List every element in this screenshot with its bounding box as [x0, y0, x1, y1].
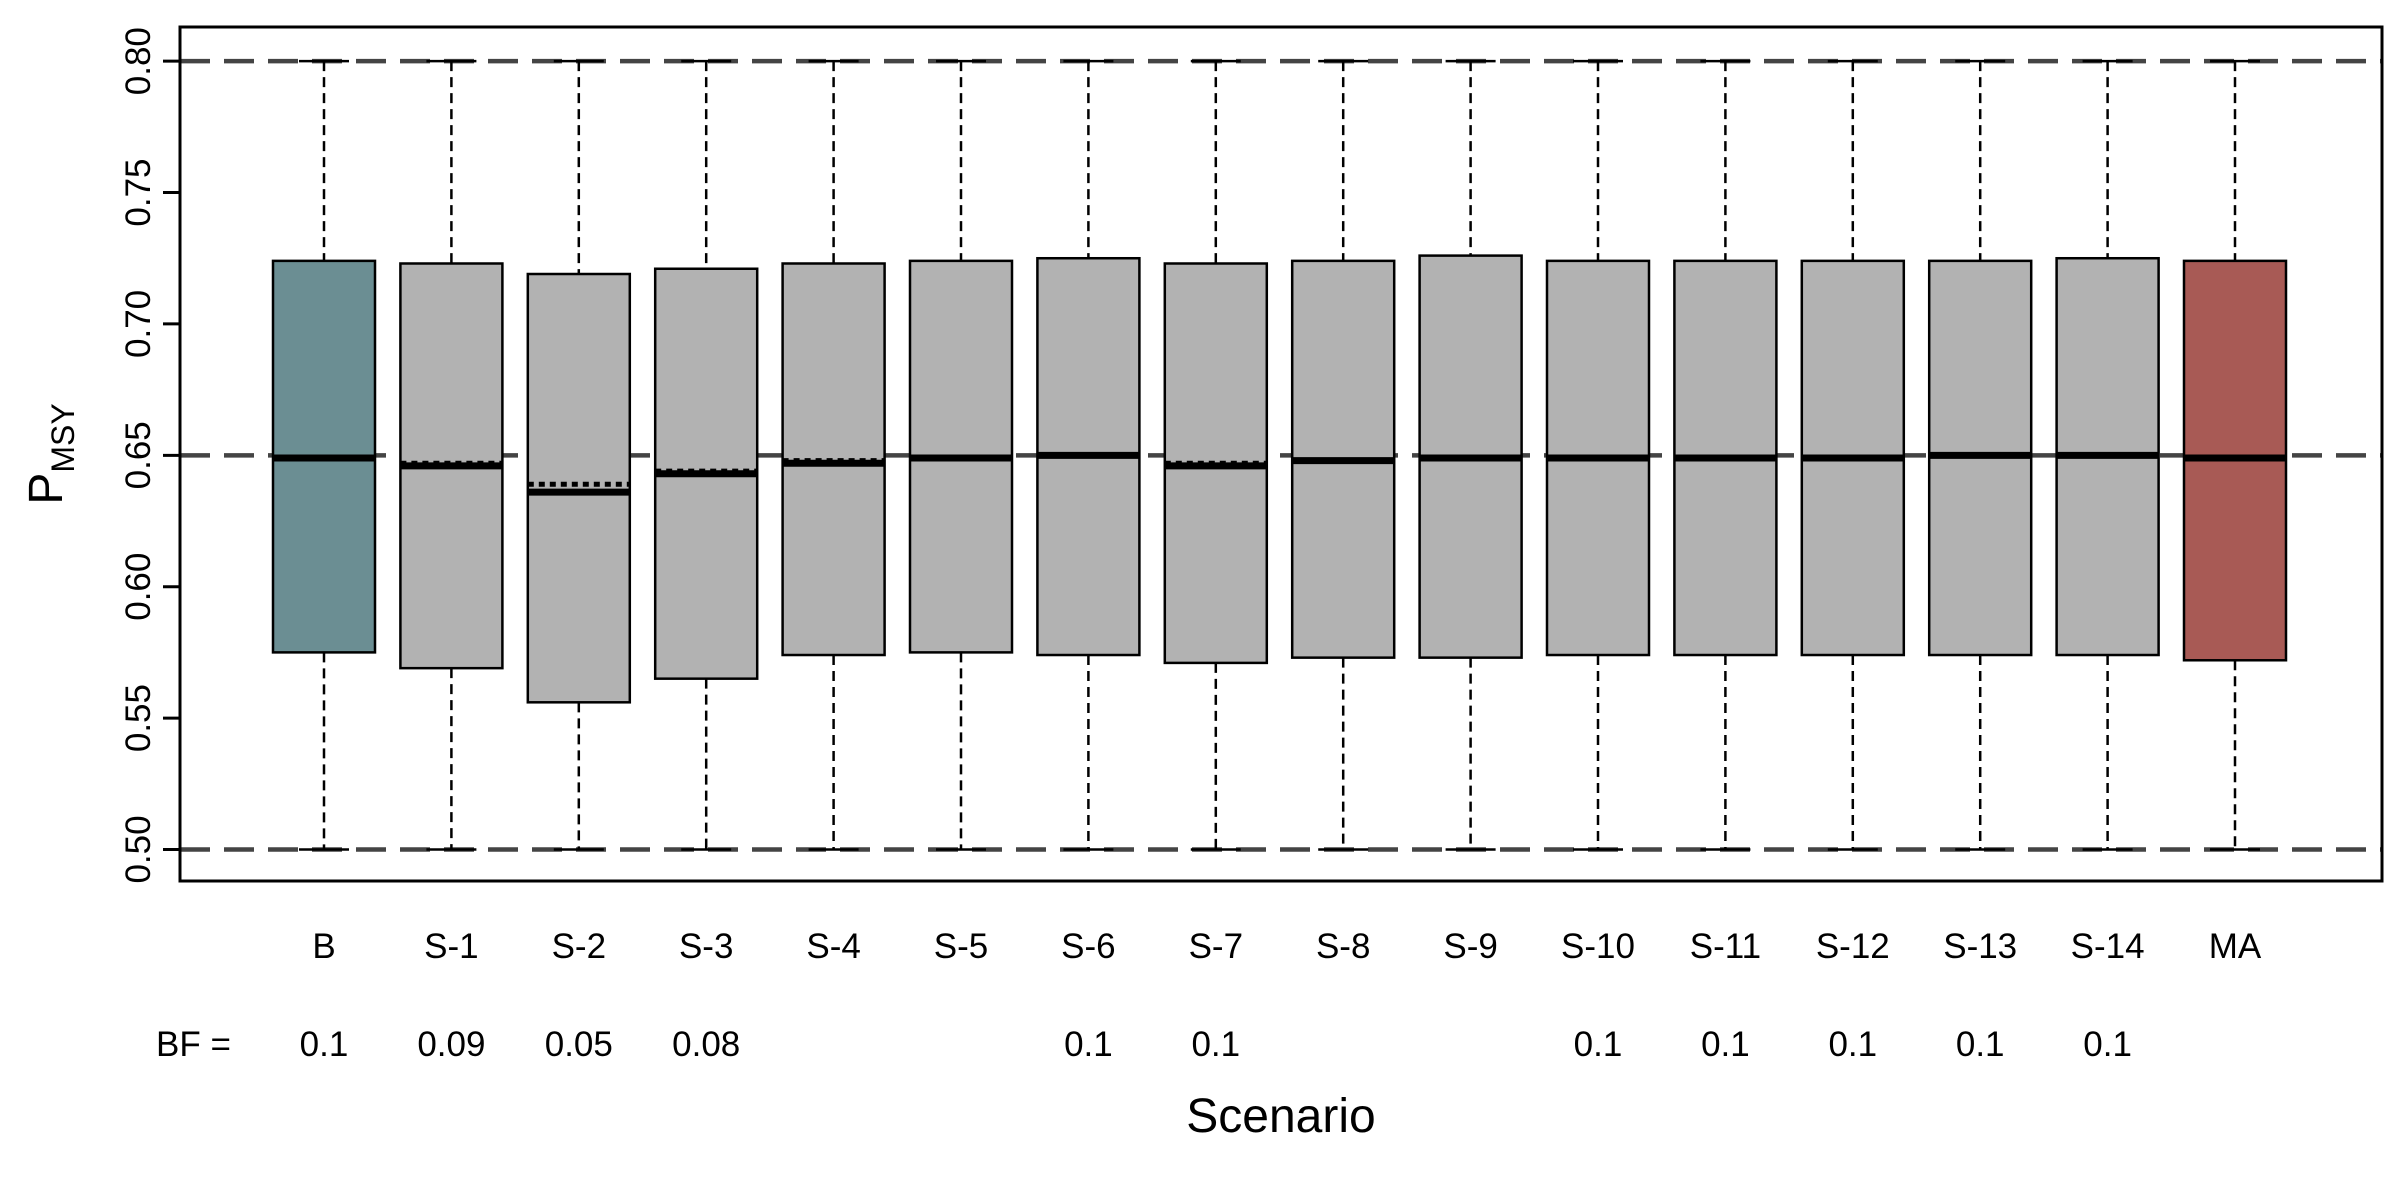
- bf-value: 0.05: [545, 1025, 613, 1064]
- box-group: [2182, 59, 2288, 851]
- y-axis-title-subscript: MSY: [45, 403, 81, 472]
- box-group: [526, 59, 632, 851]
- y-axis-title-main: P: [20, 473, 73, 505]
- x-tick-label: S-9: [1443, 927, 1497, 966]
- y-tick-label: 0.60: [119, 553, 158, 621]
- bf-value: 0.1: [1828, 1025, 1877, 1064]
- box-group: [1418, 59, 1523, 851]
- x-tick-label: B: [312, 927, 335, 966]
- box-group: [653, 59, 759, 851]
- y-tick-label: 0.75: [119, 158, 158, 226]
- x-tick-label: MA: [2209, 927, 2262, 966]
- box-group: [1927, 59, 2033, 851]
- plot-frame: [178, 25, 2384, 883]
- box-body: [526, 272, 632, 704]
- x-tick-label: S-8: [1316, 927, 1370, 966]
- box-group: [1800, 59, 1906, 851]
- x-tick-label: S-4: [806, 927, 860, 966]
- box-group: [399, 59, 504, 851]
- x-tick-label: S-12: [1816, 927, 1890, 966]
- box-group: [1290, 59, 1396, 851]
- box-group: [1545, 59, 1651, 851]
- bf-value: 0.1: [1574, 1025, 1623, 1064]
- y-tick-label: 0.50: [119, 815, 158, 883]
- bf-value: 0.09: [417, 1025, 485, 1064]
- box-group: [908, 59, 1014, 851]
- bf-value: 0.1: [2083, 1025, 2132, 1064]
- y-axis: 0.50 0.55 0.60 0.65 0.70 0.75 0.80: [119, 27, 180, 884]
- x-tick-label: S-13: [1943, 927, 2017, 966]
- bf-prefix: BF =: [156, 1025, 231, 1064]
- y-tick-label: 0.80: [119, 27, 158, 95]
- box-group: [2055, 59, 2160, 851]
- bf-value: 0.1: [1064, 1025, 1113, 1064]
- bf-value: 0.1: [1191, 1025, 1240, 1064]
- bf-value: 0.08: [672, 1025, 740, 1064]
- x-tick-label: S-7: [1189, 927, 1243, 966]
- y-tick-label: 0.65: [119, 421, 158, 489]
- x-tick-label: S-3: [679, 927, 733, 966]
- x-tick-label: S-6: [1061, 927, 1115, 966]
- y-tick-label: 0.70: [119, 290, 158, 358]
- box-group: [271, 59, 377, 851]
- box-group: [1673, 59, 1778, 851]
- x-tick-label: S-11: [1690, 927, 1761, 966]
- boxes-layer: [271, 59, 2288, 851]
- x-tick-label: S-14: [2071, 927, 2145, 966]
- bf-value: 0.1: [1701, 1025, 1750, 1064]
- box-group: [1163, 59, 1269, 851]
- bf-row: BF = 0.1 0.09 0.05 0.08 0.1 0.1 0.1 0.1 0.1 0.1 0.1: [156, 1025, 2132, 1064]
- x-tick-label: S-1: [424, 927, 478, 966]
- x-tick-label: S-5: [934, 927, 988, 966]
- box-group: [781, 59, 886, 851]
- x-axis-title: Scenario: [1186, 1090, 1375, 1143]
- bf-value: 0.1: [1956, 1025, 2005, 1064]
- y-axis-title: PMSY: [20, 403, 81, 504]
- x-axis-labels: B S-1 S-2 S-3 S-4 S-5 S-6 S-7 S-8 S-9 S-10 S-11 S-12…: [312, 927, 2262, 966]
- bf-value: 0.1: [300, 1025, 349, 1064]
- x-tick-label: S-10: [1561, 927, 1635, 966]
- x-tick-label: S-2: [552, 927, 606, 966]
- box-group: [1036, 59, 1141, 851]
- y-tick-label: 0.55: [119, 684, 158, 752]
